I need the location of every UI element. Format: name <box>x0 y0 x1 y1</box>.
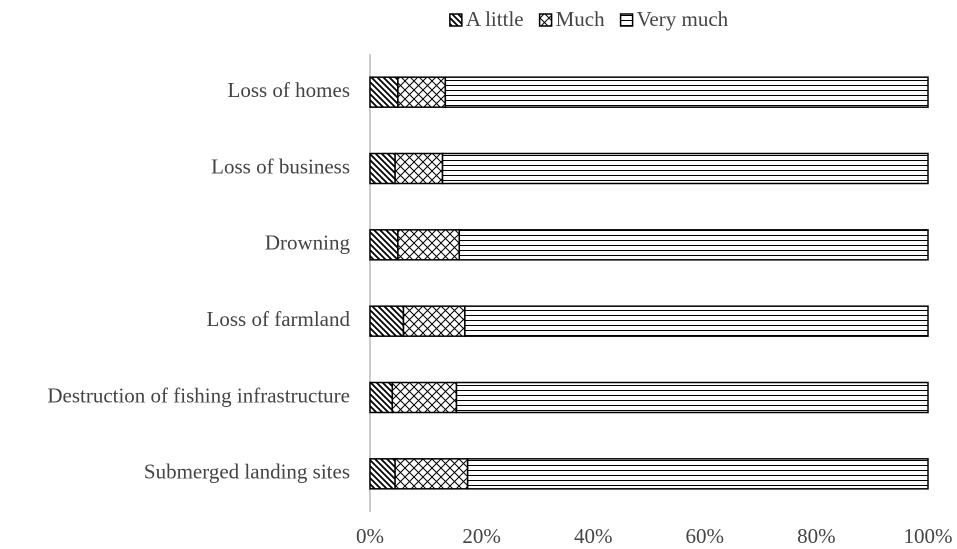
bar-segment <box>394 152 444 185</box>
legend-swatch <box>619 13 634 27</box>
legend-swatch <box>538 13 553 27</box>
x-tick-label: 60% <box>686 524 725 548</box>
bar-segment <box>369 152 396 185</box>
bar-segment <box>369 305 405 337</box>
bar-segment <box>455 381 929 414</box>
legend-swatch <box>449 13 463 27</box>
bar-segment <box>369 229 399 261</box>
bar-segment <box>397 76 447 108</box>
legend-label: A little <box>466 7 524 31</box>
x-tick-label: 20% <box>462 524 501 548</box>
y-tick-label: Loss of homes <box>228 78 351 102</box>
bar-segment <box>394 458 469 490</box>
bar-segment <box>397 229 461 261</box>
bar-segment <box>391 381 458 414</box>
y-tick-label: Drowning <box>265 231 351 255</box>
bar-segment <box>464 305 929 337</box>
legend-label: Very much <box>637 7 729 31</box>
y-tick-label: Submerged landing sites <box>144 460 350 484</box>
bar-segment <box>441 152 929 185</box>
bar-segment <box>369 458 396 490</box>
bar-segment <box>402 305 466 337</box>
x-tick-label: 100% <box>904 524 953 548</box>
bar-segment <box>369 76 399 108</box>
legend-label: Much <box>556 7 605 31</box>
x-tick-label: 0% <box>356 524 384 548</box>
x-tick-label: 80% <box>797 524 836 548</box>
bar-segment <box>369 381 394 414</box>
bar-segment <box>466 458 929 490</box>
x-tick-label: 40% <box>574 524 613 548</box>
bar-segment <box>444 76 929 108</box>
bar-segment <box>458 229 929 261</box>
y-tick-label: Loss of business <box>211 154 350 178</box>
y-tick-label: Loss of farmland <box>207 307 351 331</box>
y-tick-label: Destruction of fishing infrastructure <box>47 383 350 407</box>
